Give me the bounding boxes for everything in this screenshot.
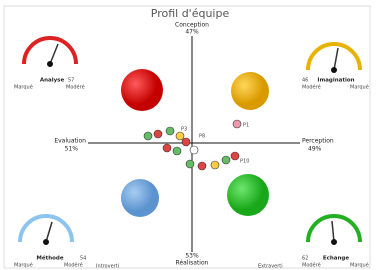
quadrant-sphere [231, 72, 269, 110]
member-label: P3 [181, 127, 187, 133]
gauge-right: Modéré [64, 262, 83, 269]
gauge-value: 57 [68, 78, 74, 84]
axis-label: Evaluation [54, 138, 86, 145]
axis-label: Conception [175, 22, 209, 29]
gauge-name: Imagination [317, 78, 354, 84]
member-label: P10 [240, 159, 249, 165]
member-label: P8 [199, 134, 205, 140]
gauge-right: Marqué [350, 84, 369, 91]
gauge-right: Marqué [350, 262, 369, 269]
quadrant-sphere [121, 69, 163, 111]
quadrant-sphere [121, 179, 159, 217]
gauge-value: 62 [302, 256, 308, 262]
member-label: P1 [243, 123, 249, 129]
axis-label: Réalisation [176, 260, 209, 267]
team-profile: Profil d'équipe Conception 47% Evaluatio… [0, 0, 377, 270]
gauge-name: Méthode [36, 255, 63, 262]
gauge-left: Modéré [302, 262, 321, 269]
gauge-right: Modéré [66, 84, 85, 91]
quadrant-sphere [227, 174, 269, 216]
gauge-left: Marqué [14, 262, 33, 269]
gauge-left: Modéré [302, 84, 321, 91]
axis-value: 47% [185, 29, 199, 36]
title: Profil d'équipe [151, 7, 230, 20]
gauge-value: 46 [302, 78, 308, 84]
gauge-value: 54 [80, 256, 86, 262]
gauge-left: Marqué [14, 84, 33, 91]
axis-value: 49% [308, 146, 322, 153]
axis-value: 51% [65, 146, 79, 153]
footer-label: Introverti [96, 264, 119, 270]
footer-label: Extraverti [258, 264, 283, 270]
axis-label: Perception [302, 138, 334, 145]
axis-value: 53% [185, 253, 199, 260]
gauge-name: Echange [323, 256, 349, 262]
gauge-name: Analyse [40, 78, 65, 84]
